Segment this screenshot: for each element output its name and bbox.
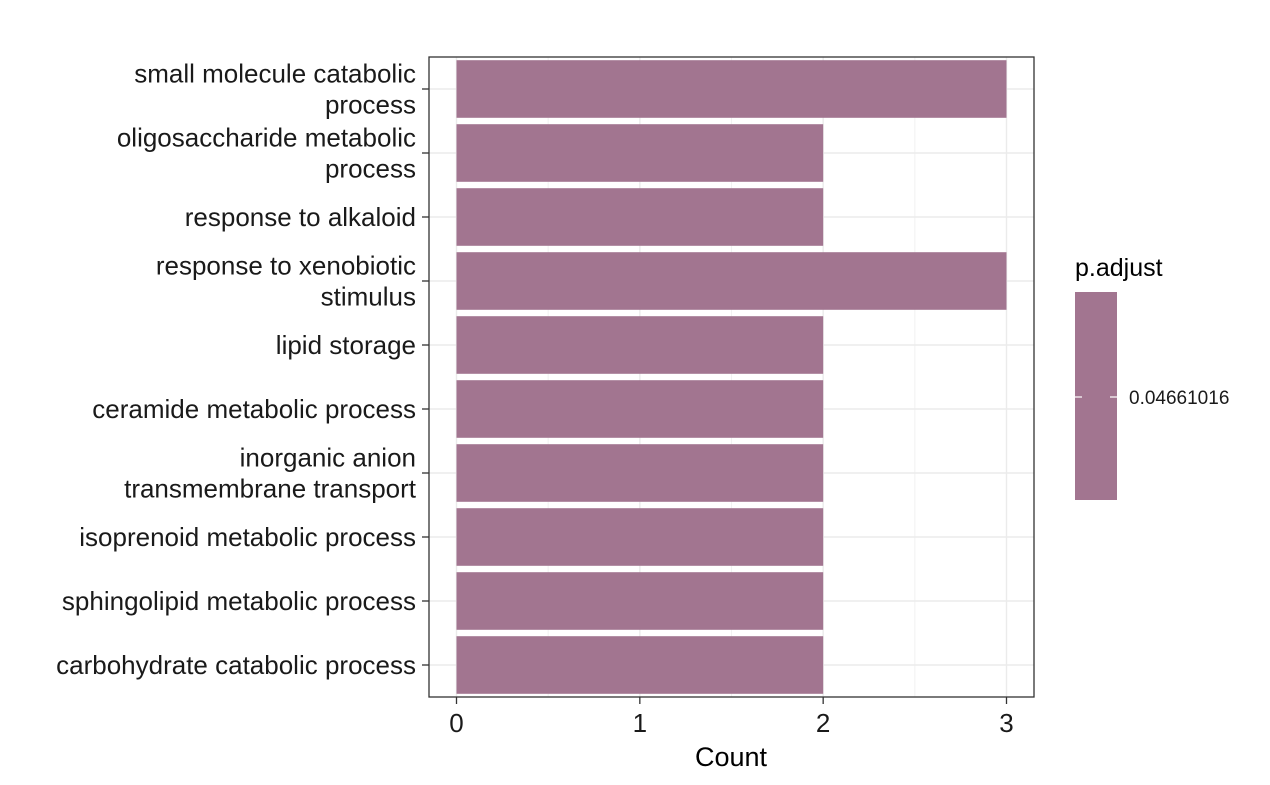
x-tick-label: 0 xyxy=(449,708,463,738)
bar xyxy=(456,252,1007,310)
y-tick-label: inorganic anion transmembrane transport xyxy=(124,443,417,504)
x-axis-title: Count xyxy=(695,742,768,772)
y-tick-label: small molecule catabolic process xyxy=(134,59,416,120)
bar xyxy=(456,188,824,246)
bar xyxy=(456,60,1007,118)
y-tick-label: isoprenoid metabolic process xyxy=(79,522,416,552)
bar xyxy=(456,316,824,374)
y-tick-label: oligosaccharide metabolic process xyxy=(117,123,416,184)
bar xyxy=(456,572,824,630)
x-tick-label: 1 xyxy=(633,708,647,738)
bar xyxy=(456,636,824,694)
legend-title: p.adjust xyxy=(1075,254,1163,282)
x-axis: 0 1 2 3 xyxy=(449,697,1014,738)
legend-label: 0.04661016 xyxy=(1129,388,1229,409)
y-tick-label: response to xenobiotic stimulus xyxy=(156,251,416,312)
bar xyxy=(456,508,824,566)
y-tick-label: lipid storage xyxy=(276,330,416,360)
bar xyxy=(456,380,824,438)
x-tick-label: 2 xyxy=(816,708,830,738)
legend-colorbar xyxy=(1075,292,1117,500)
x-tick-label: 3 xyxy=(999,708,1013,738)
y-tick-label: carbohydrate catabolic process xyxy=(56,650,416,680)
bar xyxy=(456,444,824,502)
bar xyxy=(456,124,824,182)
panel-border xyxy=(428,56,1035,698)
y-tick-label: sphingolipid metabolic process xyxy=(62,586,416,616)
y-tick-label: ceramide metabolic process xyxy=(92,394,416,424)
legend: p.adjust 0.04661016 xyxy=(1075,254,1229,500)
bars xyxy=(456,60,1007,694)
y-tick-label: response to alkaloid xyxy=(185,202,416,232)
y-axis: small molecule catabolic processoligosacc… xyxy=(56,59,429,680)
